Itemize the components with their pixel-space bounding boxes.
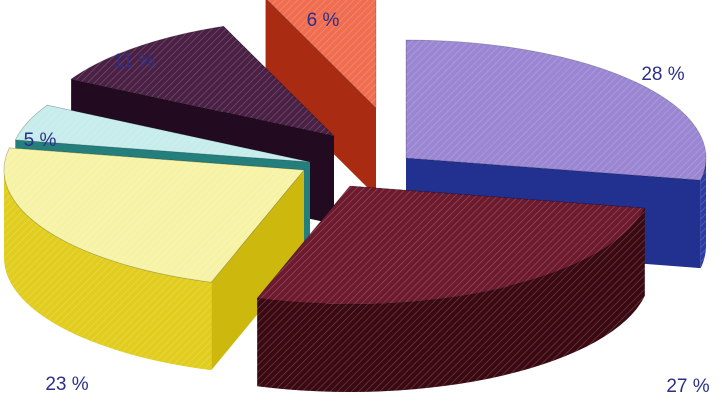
pie-slice-6-wall-1 xyxy=(265,0,376,196)
slice-label-5: 11 % xyxy=(113,51,155,72)
slice-label-2: 27 % xyxy=(666,376,709,397)
pie-slice-6 xyxy=(265,0,377,196)
pie-slice-1-side-texture xyxy=(700,158,706,269)
slice-label-6: 6 % xyxy=(307,10,340,31)
pie-slice-2-side-texture xyxy=(257,208,645,392)
pie-slice-5-top-texture xyxy=(71,26,335,136)
slice-label-1: 28 % xyxy=(641,64,684,85)
pie-slice-2 xyxy=(256,185,646,392)
pie-slice-2-top-texture xyxy=(257,186,645,304)
pie-slice-3-top-texture xyxy=(3,147,304,283)
slice-label-3: 23 % xyxy=(45,374,88,395)
pie-slice-6-top-texture xyxy=(267,0,376,108)
pie-slice-3-side-texture xyxy=(4,170,212,371)
slice-label-4: 5 % xyxy=(24,130,57,151)
pie-slice-1-top-texture xyxy=(406,40,707,181)
pie-slice-3 xyxy=(3,147,305,371)
pie-slice-4-top-texture xyxy=(15,105,311,162)
